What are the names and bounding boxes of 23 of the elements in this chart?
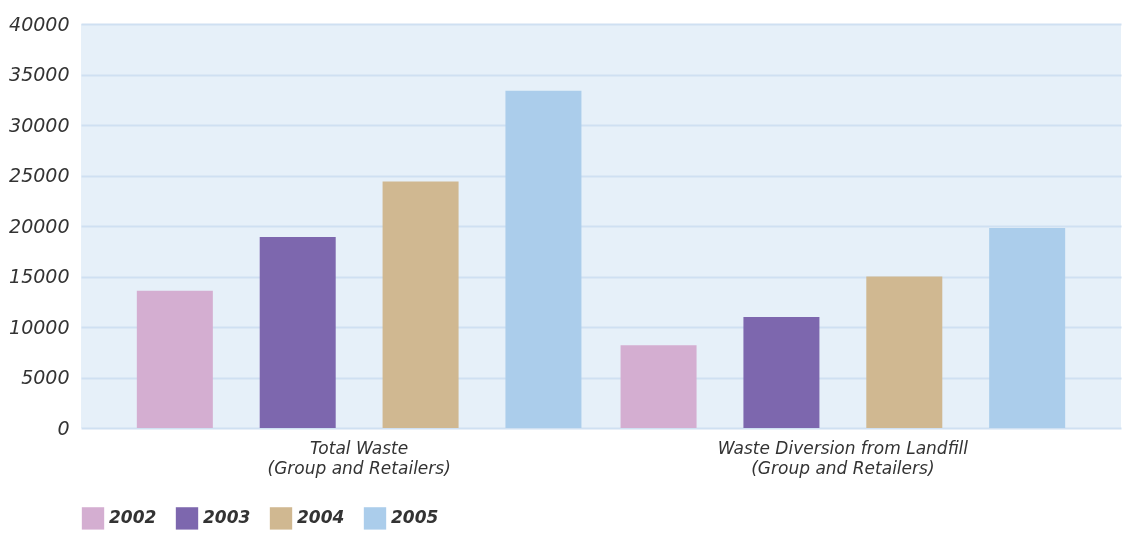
bar [989,228,1066,428]
y-tick-label: 20000 [9,214,70,237]
bar [136,290,213,428]
y-tick-label: 5000 [21,366,70,388]
y-tick-label: 35000 [9,63,70,85]
legend-label: 2005 [391,507,439,528]
bar [620,345,697,428]
bar [505,90,582,428]
y-tick-label: 25000 [9,164,70,186]
y-tick-label: 30000 [9,113,70,136]
y-tick-label: 10000 [9,315,70,338]
bar [866,276,943,428]
y-tick-label: 40000 [9,12,70,35]
legend-label: 2004 [297,507,345,528]
bar [743,316,820,428]
y-tick-label: 15000 [9,265,70,287]
x-tick-label: Total Waste (Group and Retailers) [267,437,451,478]
y-tick-label: 0 [57,416,70,439]
legend-label: 2003 [203,507,251,528]
bar [382,181,459,428]
legend-label: 2002 [109,507,157,528]
bar [259,237,336,428]
x-tick-label: Waste Diversion from Landfill (Group and Retailers) [717,437,969,478]
